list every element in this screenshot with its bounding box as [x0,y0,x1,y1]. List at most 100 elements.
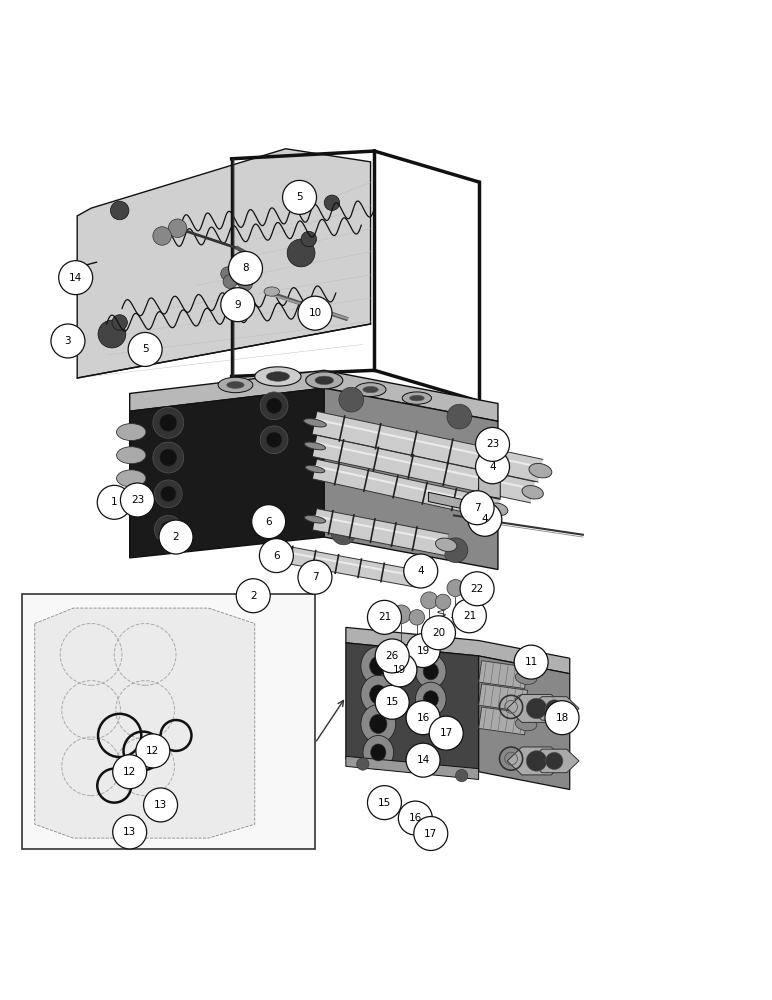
Ellipse shape [361,675,395,714]
Text: 2: 2 [173,532,179,542]
Circle shape [161,486,176,501]
Polygon shape [479,656,570,790]
Ellipse shape [370,714,387,734]
Polygon shape [479,684,527,712]
Polygon shape [530,749,579,773]
Circle shape [301,231,317,247]
Text: 22: 22 [470,584,484,594]
Polygon shape [479,661,527,689]
Circle shape [460,572,494,606]
Circle shape [144,788,178,822]
Text: 4: 4 [482,514,488,524]
Circle shape [367,600,401,634]
Circle shape [409,610,425,625]
Polygon shape [479,707,527,735]
Circle shape [59,261,93,295]
Ellipse shape [488,503,508,516]
Circle shape [287,239,315,267]
Circle shape [455,769,468,782]
Text: 23: 23 [130,495,144,505]
Polygon shape [479,455,500,498]
Circle shape [154,515,182,543]
Text: 9: 9 [235,300,241,310]
Circle shape [283,180,317,214]
Circle shape [392,605,411,624]
Text: 13: 13 [123,827,137,837]
Circle shape [527,698,547,719]
Circle shape [443,538,468,563]
Ellipse shape [435,538,457,551]
Circle shape [98,320,126,348]
Ellipse shape [117,493,146,510]
Circle shape [331,520,356,545]
Circle shape [113,815,147,849]
Ellipse shape [423,691,438,708]
Ellipse shape [363,735,394,769]
Polygon shape [313,459,500,519]
Ellipse shape [315,376,334,385]
Circle shape [546,752,563,770]
Bar [22,594,315,849]
Circle shape [545,701,579,735]
Ellipse shape [355,383,386,397]
Ellipse shape [117,447,146,464]
Text: 7: 7 [312,572,318,582]
Circle shape [252,505,286,539]
Circle shape [97,485,131,519]
Circle shape [324,195,340,211]
Polygon shape [313,435,535,503]
Circle shape [159,520,193,554]
Circle shape [236,579,270,613]
Circle shape [357,758,369,770]
Ellipse shape [117,424,146,441]
Circle shape [259,539,293,573]
Ellipse shape [370,685,387,704]
Text: 3: 3 [65,336,71,346]
Ellipse shape [402,392,432,404]
Ellipse shape [266,550,283,555]
Ellipse shape [304,516,326,523]
Text: 6: 6 [266,517,272,527]
Circle shape [168,219,187,238]
Polygon shape [130,370,498,421]
Circle shape [221,288,255,322]
Text: 21: 21 [462,611,476,621]
Circle shape [468,502,502,536]
Circle shape [229,251,262,285]
Ellipse shape [117,470,146,487]
Circle shape [223,275,237,288]
Text: 17: 17 [439,728,453,738]
Text: 4: 4 [418,566,424,576]
Ellipse shape [408,574,425,584]
Circle shape [527,751,547,771]
Circle shape [221,267,235,281]
Ellipse shape [218,377,253,393]
Ellipse shape [305,465,325,473]
Circle shape [406,743,440,777]
Ellipse shape [410,395,425,401]
Text: 13: 13 [154,800,168,810]
Circle shape [429,716,463,750]
Text: 23: 23 [486,439,499,449]
Circle shape [406,701,440,735]
Text: 16: 16 [416,713,430,723]
Circle shape [383,653,417,687]
Ellipse shape [304,442,326,450]
Circle shape [128,332,162,366]
Ellipse shape [361,647,395,685]
Polygon shape [346,756,479,779]
Text: 20: 20 [432,628,445,638]
Polygon shape [35,608,255,838]
Polygon shape [77,149,371,378]
Text: 14: 14 [416,755,430,765]
Circle shape [136,734,170,768]
Circle shape [298,560,332,594]
Circle shape [406,634,440,668]
Ellipse shape [303,419,327,427]
Circle shape [120,483,154,517]
Text: 8: 8 [242,263,249,273]
Circle shape [339,387,364,412]
Circle shape [298,296,332,330]
Circle shape [154,480,182,508]
Circle shape [112,315,127,330]
